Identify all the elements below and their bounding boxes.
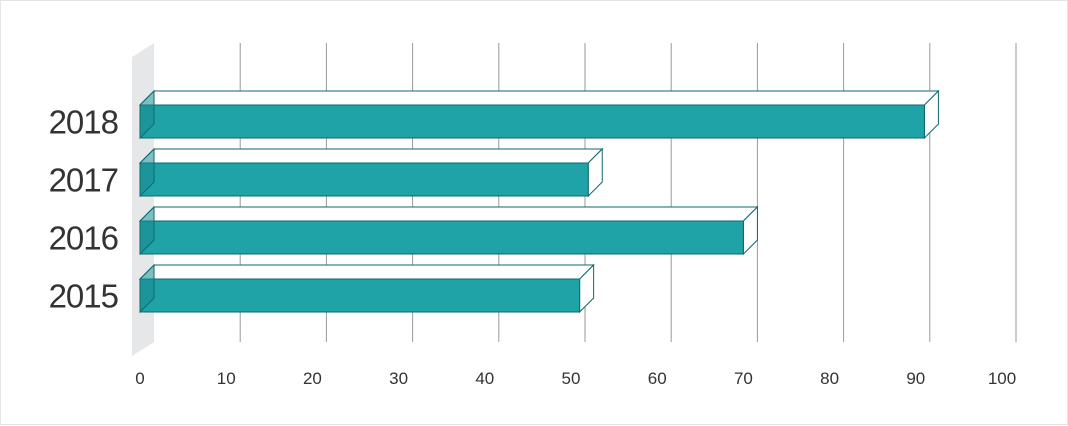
bar-top-face-2016 — [138, 206, 759, 222]
bar-2018 — [138, 89, 940, 140]
x-tick-label-0: 0 — [135, 369, 144, 388]
x-tick-label-50: 50 — [562, 369, 581, 388]
bar-front-face-2018 — [139, 104, 925, 139]
bar-2015 — [138, 263, 595, 314]
bar-left-cap-2016 — [139, 205, 155, 256]
y-tick-label-2018: 2018 — [49, 104, 118, 141]
x-tick-label-10: 10 — [217, 369, 236, 388]
bars — [138, 89, 940, 314]
x-tick-label-70: 70 — [734, 369, 753, 388]
x-tick-label-60: 60 — [648, 369, 667, 388]
y-axis-labels: 2018 2017 2016 2015 — [49, 104, 119, 315]
bar-front-face-2017 — [139, 162, 589, 197]
bar-left-cap-2017 — [139, 147, 155, 198]
bar-front-face-2016 — [139, 220, 744, 255]
y-tick-label-2017: 2017 — [49, 162, 118, 199]
x-tick-label-100: 100 — [988, 369, 1016, 388]
x-axis-labels: 0 10 20 30 40 50 60 70 80 90 100 — [135, 369, 1016, 388]
bar-2017 — [138, 147, 604, 198]
bar-left-cap-2015 — [139, 263, 155, 314]
bar-left-cap-2018 — [139, 89, 155, 140]
x-tick-label-40: 40 — [475, 369, 494, 388]
y-tick-label-2015: 2015 — [49, 278, 118, 315]
x-tick-label-90: 90 — [906, 369, 925, 388]
bar-front-face-2015 — [139, 278, 581, 313]
bar-2016 — [138, 205, 759, 256]
x-tick-label-80: 80 — [820, 369, 839, 388]
bar-top-face-2015 — [138, 264, 595, 280]
bar-top-face-2017 — [138, 148, 604, 164]
x-tick-label-30: 30 — [389, 369, 408, 388]
y-tick-label-2016: 2016 — [49, 220, 118, 257]
bar-top-face-2018 — [138, 90, 940, 106]
x-tick-label-20: 20 — [303, 369, 322, 388]
